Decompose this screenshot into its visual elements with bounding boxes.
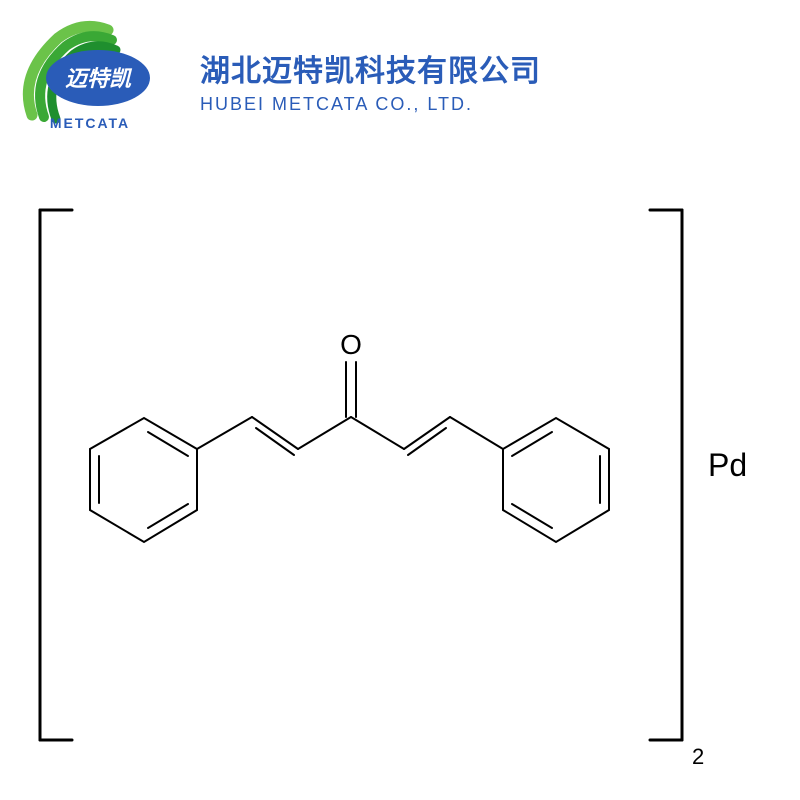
left-phenyl-ring	[90, 418, 197, 542]
logo-cn-text: 迈特凯	[65, 66, 133, 91]
left-bracket	[40, 210, 72, 740]
dba-chain	[197, 362, 503, 455]
oxygen-label: O	[340, 329, 362, 360]
company-name-block: 湖北迈特凯科技有限公司 HUBEI METCATA CO., LTD.	[200, 46, 541, 115]
right-phenyl-ring	[503, 418, 609, 542]
company-logo: 迈特凯 METCATA	[10, 20, 170, 140]
metal-label: Pd	[708, 447, 747, 483]
right-bracket	[650, 210, 682, 740]
subscript-2: 2	[692, 744, 704, 769]
company-name-cn: 湖北迈特凯科技有限公司	[200, 46, 541, 90]
chemical-structure: O Pd 2	[0, 150, 800, 790]
logo-en-text: METCATA	[50, 115, 130, 131]
company-name-en: HUBEI METCATA CO., LTD.	[200, 94, 541, 115]
